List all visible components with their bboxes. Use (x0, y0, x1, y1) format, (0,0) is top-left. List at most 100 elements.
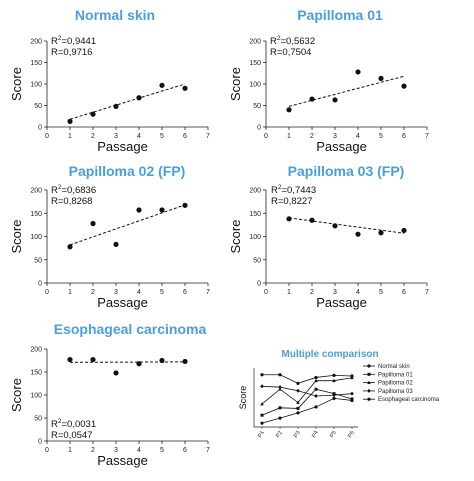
trend-line (69, 204, 186, 246)
y-tick-label: 0 (38, 125, 42, 132)
x-tick-label: 6 (402, 133, 406, 140)
x-tick-label: 2 (310, 289, 314, 296)
y-tick-label: 0 (257, 281, 261, 288)
data-point (378, 230, 384, 236)
x-tick-label: 0 (264, 133, 268, 140)
series-point (350, 391, 354, 396)
x-tick-label: 1 (68, 289, 72, 296)
y-tick-label: 0 (257, 125, 261, 132)
panel-title: Esophageal carcinoma (54, 321, 207, 337)
y-tick-label: 0 (38, 281, 42, 288)
series-point (314, 378, 318, 383)
x-tick-label: 4 (137, 289, 141, 296)
x-tick-label: 5 (160, 447, 164, 454)
data-point (67, 244, 73, 250)
panel-title: Multiple comparison (281, 349, 378, 360)
y-tick-label: 50 (34, 103, 42, 110)
x-tick-label: 5 (379, 289, 383, 296)
x-tick-label: P5 (329, 430, 338, 439)
legend-label: Papilloma 03 (378, 389, 413, 395)
y-tick-label: 150 (249, 211, 261, 218)
x-axis-label: Passage (97, 453, 148, 468)
x-tick-label: 2 (91, 133, 95, 140)
data-point (113, 103, 119, 109)
panel-3: Papilloma 03 (FP) 0 50 100 150 200 0 1 2 3 4 5 6 7 Pas… (228, 163, 429, 310)
data-point (355, 231, 361, 237)
x-tick-label: P3 (293, 430, 302, 439)
series-point (260, 421, 264, 425)
x-tick-label: 7 (206, 289, 210, 296)
data-point (355, 69, 361, 75)
series-point (260, 384, 264, 389)
data-point (136, 361, 142, 367)
series-point (314, 394, 318, 399)
x-tick-label: 1 (287, 133, 291, 140)
panel-title: Papilloma 01 (297, 7, 383, 23)
stat-0: R2=0,9441 (51, 35, 96, 47)
data-point (113, 370, 119, 376)
x-tick-label: 4 (356, 289, 360, 296)
y-tick-label: 100 (249, 82, 261, 89)
y-tick-label: 100 (30, 234, 42, 241)
x-tick-label: 3 (333, 133, 337, 140)
series-point (260, 373, 264, 377)
stat-1: R=0,8268 (51, 196, 92, 207)
stat-1: R=0,8227 (271, 196, 312, 207)
data-point (182, 202, 188, 208)
x-tick-label: 7 (425, 289, 429, 296)
data-point (136, 95, 142, 101)
data-point (182, 358, 188, 365)
data-point (90, 220, 96, 227)
x-tick-label: 0 (264, 289, 268, 296)
stat-1: R=0,0547 (51, 430, 92, 441)
data-point (136, 207, 142, 213)
x-tick-label: 4 (137, 447, 141, 454)
series-point (278, 373, 282, 377)
panel-2: Papilloma 02 (FP) 0 50 100 150 200 0 1 2 3 4 5 6 7 Pas… (9, 163, 210, 310)
series-point (296, 406, 300, 410)
data-point (90, 111, 96, 117)
series-point (332, 396, 336, 400)
stat-0: R2=0,5632 (270, 35, 315, 47)
series-line (261, 385, 353, 397)
series-point (260, 413, 264, 417)
series-point (332, 378, 336, 383)
legend-marker (367, 397, 371, 401)
y-tick-label: 50 (253, 257, 261, 264)
series-point (314, 375, 318, 380)
x-tick-label: 7 (425, 133, 429, 140)
legend-marker (367, 372, 371, 376)
x-tick-label: 1 (287, 289, 291, 296)
y-axis-label: Score (228, 220, 243, 254)
data-point (332, 97, 338, 103)
y-tick-label: 150 (30, 211, 42, 218)
series-point (296, 388, 300, 393)
y-tick-label: 100 (30, 82, 42, 89)
x-tick-label: 4 (356, 133, 360, 140)
x-tick-label: 5 (160, 133, 164, 140)
x-tick-label: 0 (45, 447, 49, 454)
trend-line (69, 83, 186, 120)
x-tick-label: P2 (275, 430, 284, 439)
x-tick-label: 6 (183, 133, 187, 140)
x-tick-label: 3 (114, 289, 118, 296)
series-point (314, 405, 318, 409)
panel-title: Normal skin (75, 7, 155, 23)
y-tick-label: 200 (30, 39, 42, 46)
stat-1: R=0,9716 (51, 47, 92, 58)
data-point (286, 216, 292, 222)
x-tick-label: 3 (114, 447, 118, 454)
stat-0: R2=0,0031 (51, 418, 96, 430)
multiple-comparison-panel: Multiple comparison Score P1 P2 P3 P4 P5 P6 Norm… (238, 349, 440, 439)
series-line (261, 397, 353, 424)
legend-label: Papilloma 02 (378, 381, 413, 387)
panel-title: Papilloma 03 (FP) (288, 163, 405, 179)
x-tick-label: 6 (183, 289, 187, 296)
data-point (90, 356, 96, 363)
x-tick-label: 6 (402, 289, 406, 296)
series-line (262, 374, 353, 384)
y-tick-label: 200 (249, 188, 261, 195)
x-tick-label: P4 (311, 430, 320, 439)
stat-1: R=0,7504 (270, 47, 311, 58)
